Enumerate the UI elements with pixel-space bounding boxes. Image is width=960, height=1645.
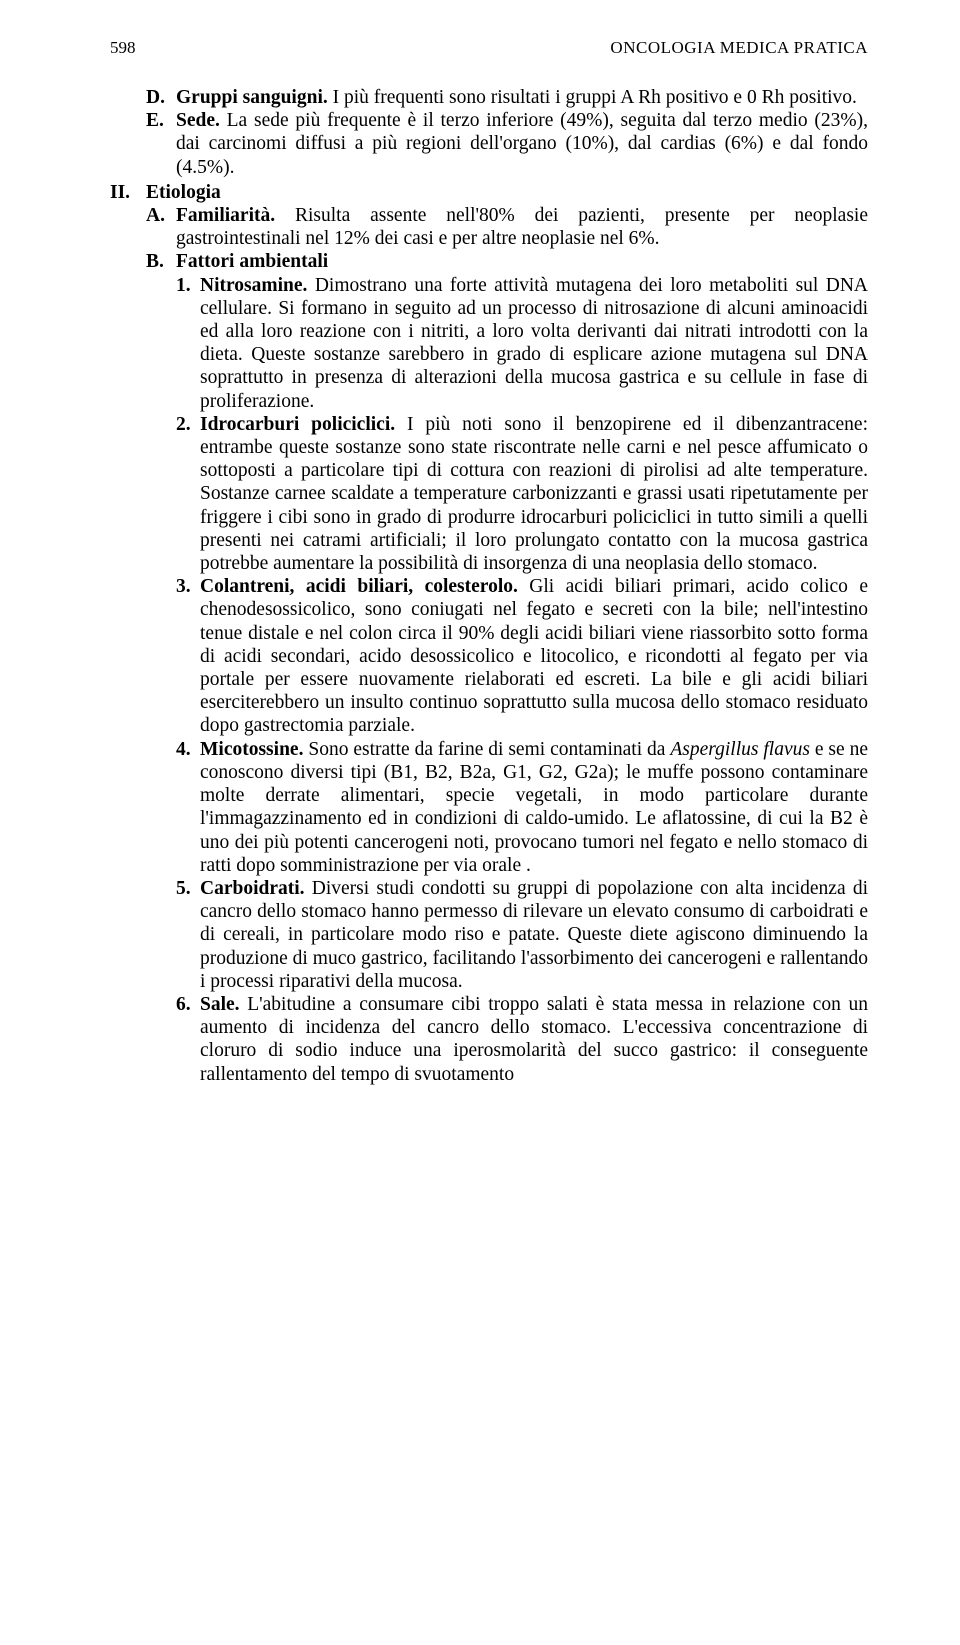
list-marker: 6.	[176, 993, 200, 1086]
item-text: I più noti sono il benzopirene ed il dib…	[200, 414, 868, 574]
page-content: D. Gruppi sanguigni. I più frequenti son…	[110, 86, 868, 1086]
list-body: Carboidrati. Diversi studi condotti su g…	[200, 877, 868, 993]
page-header: 598 ONCOLOGIA MEDICA PRATICA	[110, 38, 868, 58]
list-body: Familiarità. Risulta assente nell'80% de…	[176, 204, 868, 250]
item-3: 3. Colantreni, acidi biliari, colesterol…	[176, 575, 868, 737]
item-title: Sede.	[176, 110, 220, 131]
item-title: Micotossine.	[200, 739, 303, 760]
list-marker: II.	[110, 181, 146, 204]
list-body: Gruppi sanguigni. I più frequenti sono r…	[176, 86, 868, 109]
document-page: 598 ONCOLOGIA MEDICA PRATICA D. Gruppi s…	[0, 0, 960, 1645]
header-title: ONCOLOGIA MEDICA PRATICA	[610, 38, 868, 58]
list-marker: 3.	[176, 575, 200, 737]
item-title: Etiologia	[146, 181, 868, 204]
list-marker: 4.	[176, 738, 200, 877]
item-A: A. Familiarità. Risulta assente nell'80%…	[146, 204, 868, 250]
item-4: 4. Micotossine. Sono estratte da farine …	[176, 738, 868, 877]
item-D: D. Gruppi sanguigni. I più frequenti son…	[146, 86, 868, 109]
item-5: 5. Carboidrati. Diversi studi condotti s…	[176, 877, 868, 993]
item-6: 6. Sale. L'abitudine a consumare cibi tr…	[176, 993, 868, 1086]
list-marker: D.	[146, 86, 176, 109]
list-body: Nitrosamine. Dimostrano una forte attivi…	[200, 274, 868, 413]
list-marker: 5.	[176, 877, 200, 993]
list-body: Micotossine. Sono estratte da farine di …	[200, 738, 868, 877]
item-title: Familiarità.	[176, 205, 275, 226]
item-title: Colantreni, acidi biliari, colesterolo.	[200, 576, 518, 597]
item-1: 1. Nitrosamine. Dimostrano una forte att…	[176, 274, 868, 413]
page-number: 598	[110, 38, 136, 58]
item-title: Idrocarburi policiclici.	[200, 414, 395, 435]
list-body: Sale. L'abitudine a consumare cibi tropp…	[200, 993, 868, 1086]
item-text: L'abitudine a consumare cibi troppo sala…	[200, 994, 868, 1085]
item-title: Sale.	[200, 994, 240, 1015]
list-marker: 1.	[176, 274, 200, 413]
item-title: Fattori ambientali	[176, 250, 868, 273]
item-text: Gli acidi biliari primari, acido colico …	[200, 576, 868, 736]
item-text: I più frequenti sono risultati i gruppi …	[328, 87, 857, 108]
list-marker: A.	[146, 204, 176, 250]
list-marker: E.	[146, 109, 176, 179]
item-text-a: Sono estratte da farine di semi contamin…	[303, 739, 670, 760]
item-title: Carboidrati.	[200, 878, 305, 899]
list-body: Colantreni, acidi biliari, colesterolo. …	[200, 575, 868, 737]
list-body: Sede. La sede più frequente è il terzo i…	[176, 109, 868, 179]
item-B: B. Fattori ambientali	[146, 250, 868, 273]
item-italic: Aspergillus flavus	[670, 739, 810, 760]
item-II: II. Etiologia	[110, 181, 868, 204]
item-E: E. Sede. La sede più frequente è il terz…	[146, 109, 868, 179]
item-text: Risulta assente nell'80% dei pazienti, p…	[176, 205, 868, 249]
list-marker: 2.	[176, 413, 200, 575]
item-text: La sede più frequente è il terzo inferio…	[176, 110, 868, 177]
item-title: Nitrosamine.	[200, 275, 307, 296]
item-2: 2. Idrocarburi policiclici. I più noti s…	[176, 413, 868, 575]
list-body: Idrocarburi policiclici. I più noti sono…	[200, 413, 868, 575]
item-title: Gruppi sanguigni.	[176, 87, 328, 108]
list-marker: B.	[146, 250, 176, 273]
